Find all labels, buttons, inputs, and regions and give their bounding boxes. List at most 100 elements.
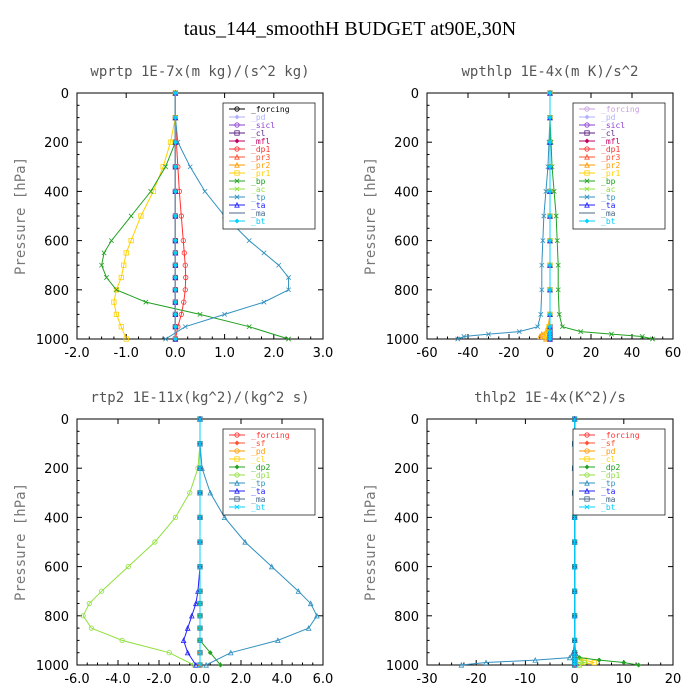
legend-label: _sicl (601, 121, 625, 130)
legend-label: _ma (601, 495, 616, 504)
legend-marker (584, 161, 590, 168)
legend-marker (584, 496, 590, 502)
data-point (172, 90, 178, 96)
figure-title: taus_144_smoothH BUDGET at90E,30N (183, 18, 517, 40)
data-point (178, 213, 184, 219)
data-point (543, 188, 549, 194)
x-tick-label: 0 (546, 346, 554, 361)
data-point (536, 333, 543, 340)
legend-marker (584, 194, 590, 200)
data-point (197, 539, 203, 545)
data-point (113, 287, 119, 293)
legend-marker (234, 201, 240, 208)
y-tick-label: 600 (44, 235, 69, 250)
data-point (578, 329, 584, 335)
legend-marker (234, 464, 240, 470)
data-point (197, 416, 203, 422)
legend-label: _ta (601, 487, 616, 496)
data-point (172, 324, 178, 330)
legend-label: _bt (251, 503, 266, 512)
legend-marker (234, 218, 240, 224)
legend-marker (584, 487, 590, 494)
legend-marker (234, 170, 240, 176)
legend-label: _tp (601, 479, 616, 488)
data-point (125, 563, 131, 570)
x-tick-label: 40 (624, 346, 641, 361)
legend-label: _dp1 (251, 471, 270, 480)
data-point (572, 650, 578, 656)
legend-label: _dp2 (601, 463, 620, 472)
legend-marker (584, 440, 590, 446)
x-tick-label: 10 (616, 672, 633, 687)
data-point (184, 649, 191, 656)
data-point (553, 213, 559, 219)
legend-label: _tp (251, 193, 266, 202)
x-tick-label: -60 (416, 346, 437, 361)
data-point (197, 662, 203, 668)
y-tick-label: 200 (394, 136, 419, 151)
legend-marker (584, 479, 590, 486)
y-axis-label: Pressure [hPa] (13, 483, 29, 601)
legend-label: _bt (601, 503, 616, 512)
legend-label: _mfl (251, 137, 270, 146)
data-point (187, 164, 193, 170)
legend-label: _forcing (601, 431, 640, 440)
legend: _forcing_sf_pd_cl_dp2_dp1_tp_ta_ma_bt (222, 428, 316, 516)
y-tick-label: 600 (44, 561, 69, 576)
data-point (547, 115, 553, 121)
legend-marker (584, 153, 590, 160)
legend-label: _ta (251, 487, 266, 496)
data-point (516, 329, 522, 335)
data-point (636, 662, 642, 668)
legend-label: _forcing (251, 105, 290, 114)
data-point (172, 188, 178, 194)
y-tick-label: 400 (44, 185, 69, 200)
legend-marker (584, 178, 590, 184)
legend-label: _ac (601, 185, 616, 194)
data-point (197, 601, 203, 606)
legend-marker (234, 456, 240, 462)
legend-marker (584, 138, 590, 144)
legend-label: _dp1 (251, 145, 270, 154)
data-point (572, 588, 578, 594)
data-point (183, 274, 189, 281)
legend-label: _bt (601, 217, 616, 226)
legend-marker (234, 472, 240, 478)
data-point (572, 539, 578, 545)
legend-marker (584, 170, 590, 176)
data-point (99, 262, 105, 268)
legend-label: _ma (251, 495, 266, 504)
y-tick-label: 1000 (386, 333, 419, 348)
legend-marker (234, 186, 240, 192)
data-point (547, 213, 553, 219)
data-point (202, 188, 208, 194)
legend-label: _sf (251, 439, 266, 448)
data-point (138, 213, 144, 219)
legend-marker (584, 472, 590, 478)
legend-label: _pr3 (601, 153, 620, 162)
data-point (555, 287, 561, 293)
x-tick-label: 20 (665, 672, 682, 687)
legend-marker (584, 130, 590, 136)
x-tick-label: -1.0 (114, 346, 139, 361)
data-point (596, 657, 602, 663)
panel-title: rtp2 1E-11x(kg^2)/(kg^2 s) (90, 390, 309, 406)
legend: _forcing_pd_sicl_cl_mfl_dp1_pr3_pr2_pr1_… (572, 102, 666, 230)
data-point (172, 287, 178, 293)
legend-label: _cl (251, 129, 266, 138)
x-tick-label: 60 (665, 346, 682, 361)
data-point (143, 299, 149, 305)
series-dp1 (80, 416, 203, 668)
data-point (547, 164, 553, 170)
data-point (197, 588, 203, 594)
data-point (180, 238, 186, 244)
legend: _forcing_pd_sicl_cl_mfl_dp1_pr3_pr2_pr1_… (222, 102, 316, 230)
legend-label: _pd (601, 113, 616, 122)
data-point (197, 490, 203, 496)
data-point (163, 336, 169, 342)
data-point (539, 262, 545, 268)
x-tick-label: 0 (570, 672, 578, 687)
data-point (172, 336, 178, 342)
x-tick-label: -30 (416, 672, 437, 687)
